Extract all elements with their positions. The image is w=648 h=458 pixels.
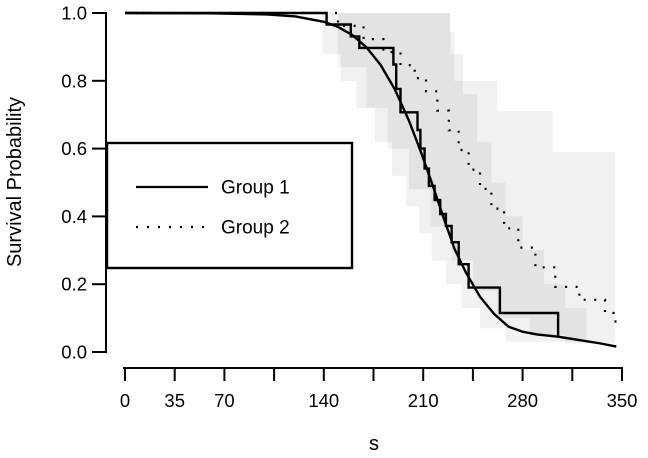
x-axis-title: s	[369, 433, 379, 455]
y-tick-label: 0.2	[61, 274, 87, 295]
x-tick-label: 140	[308, 390, 339, 411]
legend-box	[105, 141, 354, 270]
y-tick-label: 0.6	[61, 138, 87, 159]
group1-fitted-survival-curve	[124, 11, 617, 348]
y-tick-label: 0.0	[61, 342, 87, 363]
legend-label-group2: Group 2	[221, 218, 290, 239]
y-tick-label: 0.8	[61, 70, 87, 91]
x-tick-label: 350	[607, 390, 638, 411]
confidence-band-group2	[338, 13, 615, 347]
axes-layer: 0.0 0.2 0.4 0.6 0.8 1.0 0 35 70 140 210 280 350	[61, 3, 637, 412]
curves-layer	[124, 11, 618, 348]
confidence-band-group1	[322, 13, 587, 347]
x-tick-label: 70	[214, 390, 235, 411]
legend-label-group1: Group 1	[221, 178, 290, 199]
x-tick-label: 35	[164, 390, 185, 411]
confidence-bands-layer	[322, 13, 615, 347]
y-tick-label: 1.0	[61, 3, 87, 24]
group1-kaplan-meier-steps	[125, 11, 560, 338]
y-axis-title: Survival Probability	[4, 97, 26, 267]
x-tick-label: 280	[507, 390, 538, 411]
group2-kaplan-meier-steps	[125, 11, 618, 323]
legend: Group 1 Group 2	[105, 141, 354, 270]
y-tick-label: 0.4	[61, 206, 87, 227]
x-tick-label: 210	[408, 390, 439, 411]
x-tick-label: 0	[120, 390, 130, 411]
